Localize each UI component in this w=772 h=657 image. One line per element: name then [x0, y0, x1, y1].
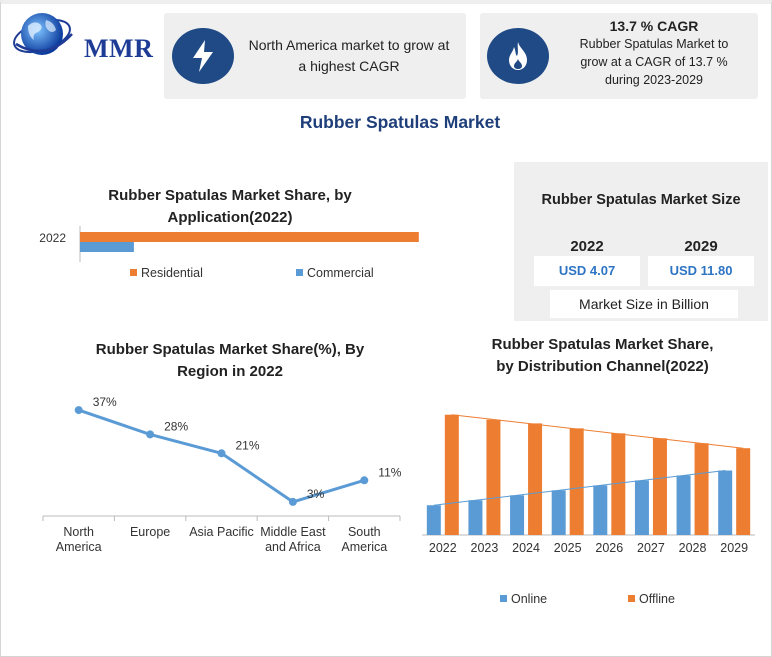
- region-data-label: 11%: [378, 465, 401, 479]
- region-point: [288, 497, 297, 506]
- distribution-chart-title: Rubber Spatulas Market Share, by Distrib…: [430, 334, 772, 378]
- distribution-bar-offline: [611, 433, 626, 535]
- distribution-tick-label: 2024: [512, 541, 540, 555]
- region-tick-label: America: [56, 540, 102, 554]
- application-bar-chart: 2022 Residential Commercial: [39, 226, 419, 280]
- application-chart-title-line-1: Rubber Spatulas Market Share, by: [108, 187, 352, 204]
- region-data-label: 28%: [164, 419, 188, 433]
- globe-icon: [13, 13, 73, 55]
- cagr-title: 13.7 % CAGR: [609, 18, 699, 34]
- region-point: [74, 406, 83, 415]
- distribution-legend-label-offline: Offline: [639, 592, 675, 606]
- distribution-trendline-offline: [451, 414, 744, 449]
- distribution-legend-swatch-offline: [628, 595, 635, 602]
- highlight-right-line-3: during 2023-2029: [605, 73, 703, 87]
- region-chart-title-line-2: Region in 2022: [177, 363, 283, 380]
- region-chart-title: Rubber Spatulas Market Share(%), By Regi…: [50, 339, 410, 383]
- distribution-bar-offline: [486, 419, 501, 535]
- market-size-year-2029: 2029: [684, 238, 718, 255]
- highlight-left-box: North America market to grow at a highes…: [164, 13, 466, 99]
- region-chart-title-line-1: Rubber Spatulas Market Share(%), By: [95, 341, 365, 358]
- distribution-bar-online: [468, 500, 483, 535]
- highlight-right-box: 13.7 % CAGR Rubber Spatulas Market to gr…: [480, 13, 758, 99]
- application-bar-residential: [80, 232, 419, 242]
- distribution-tick-label: 2022: [429, 541, 457, 555]
- distribution-tick-label: 2028: [679, 541, 707, 555]
- application-legend-swatch-residential: [130, 269, 137, 276]
- application-category-label: 2022: [39, 231, 66, 245]
- region-data-label: 21%: [236, 438, 260, 452]
- distribution-bar-offline: [569, 428, 584, 535]
- distribution-legend-swatch-online: [500, 595, 507, 602]
- application-bar-commercial: [80, 242, 134, 252]
- distribution-tick-label: 2026: [595, 541, 623, 555]
- region-tick-label: Asia Pacific: [189, 525, 254, 539]
- market-size-value-2029: USD 11.80: [648, 256, 754, 286]
- application-legend-swatch-commercial: [296, 269, 303, 276]
- region-data-label: 3%: [307, 487, 325, 501]
- market-size-unit-label: Market Size in Billion: [550, 290, 738, 318]
- distribution-bar-online: [718, 470, 733, 535]
- distribution-trendline-online: [433, 470, 726, 506]
- page-title: Rubber Spatulas Market: [299, 112, 501, 132]
- region-data-label: 37%: [93, 395, 117, 409]
- logo: MMR: [12, 6, 157, 66]
- application-chart-title-line-2: Application(2022): [167, 209, 293, 226]
- region-point: [360, 476, 369, 485]
- market-size-year-2022: 2022: [570, 238, 604, 255]
- highlight-right-line-1: Rubber Spatulas Market to: [579, 37, 729, 51]
- region-tick-label: Europe: [130, 525, 170, 539]
- distribution-bar-online: [426, 505, 441, 535]
- distribution-bar-offline: [528, 423, 543, 535]
- distribution-bar-online: [593, 485, 608, 535]
- market-size-box: Rubber Spatulas Market Size 2022 2029 US…: [514, 162, 768, 321]
- distribution-tick-label: 2029: [720, 541, 748, 555]
- distribution-tick-label: 2025: [554, 541, 582, 555]
- distribution-chart-title-line-1: Rubber Spatulas Market Share,: [491, 336, 714, 353]
- application-legend-label-commercial: Commercial: [307, 266, 374, 280]
- region-point: [217, 449, 226, 458]
- market-size-value-2022: USD 4.07: [534, 256, 640, 286]
- region-tick-label: America: [341, 540, 387, 554]
- logo-text: MMR: [84, 34, 154, 63]
- flame-icon: [487, 28, 549, 84]
- distribution-bar-offline: [694, 443, 709, 535]
- region-tick-label: North: [63, 525, 94, 539]
- distribution-tick-label: 2023: [471, 541, 499, 555]
- lightning-icon: [172, 28, 234, 84]
- distribution-bar-offline: [444, 414, 459, 535]
- region-tick-label: South: [348, 525, 381, 539]
- distribution-legend-label-online: Online: [511, 592, 547, 606]
- distribution-chart-title-line-2: by Distribution Channel(2022): [496, 358, 709, 375]
- distribution-bar-offline: [736, 448, 751, 535]
- distribution-bar-online: [634, 480, 649, 535]
- highlight-right-line-2: grow at a CAGR of 13.7 %: [580, 55, 728, 69]
- application-legend-label-residential: Residential: [141, 266, 203, 280]
- region-tick-label: and Africa: [265, 540, 321, 554]
- market-size-title: Rubber Spatulas Market Size: [541, 192, 741, 208]
- region-tick-label: Middle East: [260, 525, 326, 539]
- distribution-tick-label: 2027: [637, 541, 665, 555]
- distribution-bar-offline: [652, 438, 667, 535]
- region-point: [146, 430, 155, 439]
- distribution-bar-online: [676, 475, 691, 535]
- distribution-bar-online: [510, 495, 525, 535]
- highlight-left-line-1: North America market to grow at: [248, 37, 450, 53]
- distribution-bar-chart: 2022 2023 2024 2025 2026 2027 2028 2029 Online Of…: [422, 414, 755, 606]
- highlight-left-line-2: a highest CAGR: [298, 58, 400, 74]
- application-chart-title: Rubber Spatulas Market Share, by Applica…: [60, 185, 400, 229]
- distribution-bar-online: [551, 490, 566, 535]
